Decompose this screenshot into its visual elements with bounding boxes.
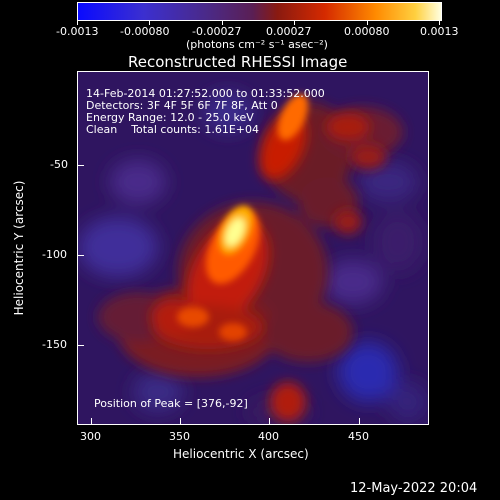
x-axis-label: Heliocentric X (arcsec) <box>173 447 309 461</box>
info-peak-position: Position of Peak = [376,-92] <box>94 397 248 410</box>
y-tick-label: -50 <box>50 158 68 171</box>
colorbar <box>77 2 442 21</box>
colorbar-tick <box>77 20 78 25</box>
plot-title: Reconstructed RHESSI Image <box>128 53 348 71</box>
colorbar-tick-label: -0.00027 <box>192 25 242 38</box>
generation-timestamp: 12-May-2022 20:04 <box>350 481 478 496</box>
colorbar-tick-label: 0.00080 <box>344 25 390 38</box>
x-axis-tick <box>91 418 92 424</box>
colorbar-gradient <box>78 3 441 20</box>
y-axis-tick <box>78 165 84 166</box>
colorbar-tick-label: -0.00080 <box>120 25 170 38</box>
info-energy-range: Energy Range: 12.0 - 25.0 keV <box>86 111 254 124</box>
x-tick-label: 450 <box>348 430 369 443</box>
info-algorithm-counts: Clean Total counts: 1.61E+04 <box>86 123 260 136</box>
info-detectors: Detectors: 3F 4F 5F 6F 7F 8F, Att 0 <box>86 99 278 112</box>
colorbar-tick <box>367 20 368 25</box>
y-axis-tick <box>78 345 84 346</box>
x-tick-label: 300 <box>80 430 101 443</box>
x-axis-tick <box>359 418 360 424</box>
y-tick-label: -100 <box>42 248 67 261</box>
rhessi-image-plot[interactable]: 14-Feb-2014 01:27:52.000 to 01:33:52.000… <box>77 71 429 425</box>
colorbar-tick-label: -0.0013 <box>56 25 99 38</box>
colorbar-tick <box>439 20 440 25</box>
x-axis-tick <box>269 418 270 424</box>
x-tick-label: 350 <box>169 430 190 443</box>
rhessi-image <box>78 72 428 424</box>
colorbar-tick-label: 0.0013 <box>420 25 459 38</box>
colorbar-units-label: (photons cm⁻² s⁻¹ asec⁻²) <box>186 38 328 51</box>
colorbar-tick <box>149 20 150 25</box>
colorbar-tick-label: 0.00027 <box>266 25 312 38</box>
colorbar-tick <box>294 20 295 25</box>
y-axis-tick <box>78 255 84 256</box>
colorbar-tick <box>222 20 223 25</box>
x-tick-label: 400 <box>258 430 279 443</box>
x-axis-tick <box>180 418 181 424</box>
info-time-range: 14-Feb-2014 01:27:52.000 to 01:33:52.000 <box>86 87 325 100</box>
y-tick-label: -150 <box>42 338 67 351</box>
y-axis-label: Heliocentric Y (arcsec) <box>12 180 26 316</box>
